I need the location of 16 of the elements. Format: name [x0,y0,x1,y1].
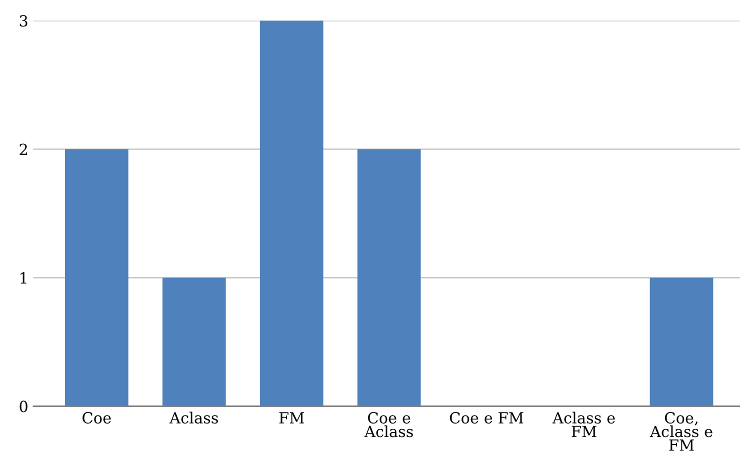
y-tick-label: 1 [20,272,26,284]
x-tick-label: Aclass e FM [552,412,615,438]
x-tick-label: FM [279,412,304,424]
x-tick-label: Coe [82,412,111,424]
y-tick-label: 2 [20,144,27,155]
bar [64,149,128,406]
bar [357,149,421,406]
x-tick-label: Aclass [169,412,218,424]
y-tick-label: 0 [20,400,28,412]
bar [650,278,714,406]
x-tick-label: Coe e Aclass [364,412,413,438]
x-tick-label: Coe, Aclass e FM [650,412,712,451]
y-tick-label: 3 [20,15,28,27]
bar [162,278,226,406]
x-tick-label: Coe e FM [450,412,524,424]
bar [260,20,324,406]
